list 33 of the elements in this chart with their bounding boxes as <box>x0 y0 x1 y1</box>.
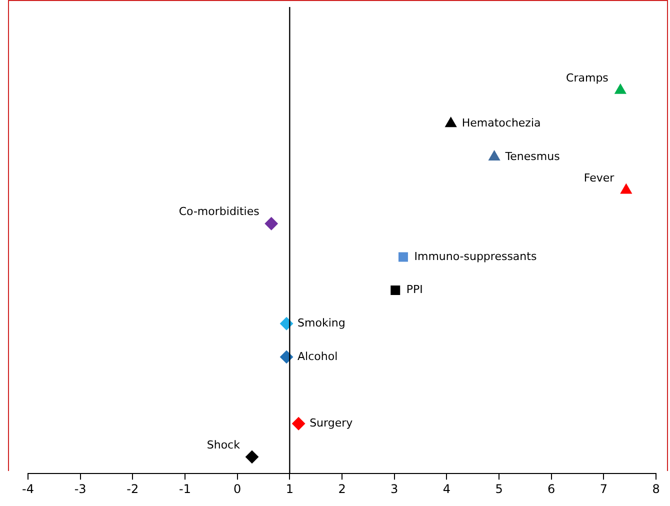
x-tick-label: 7 <box>600 482 608 496</box>
series-label: Co-morbidities <box>178 204 260 218</box>
x-tick-label: 4 <box>442 482 450 496</box>
x-tick-label: 8 <box>652 482 660 496</box>
point <box>264 217 278 230</box>
point <box>620 184 632 194</box>
point <box>398 252 408 262</box>
x-tick-label: 5 <box>495 482 503 496</box>
series-label: Surgery <box>310 416 354 430</box>
point <box>390 286 400 296</box>
x-tick-label: -1 <box>179 482 191 496</box>
series-label: Fever <box>584 172 615 185</box>
series-label: Smoking <box>298 316 346 330</box>
point <box>292 417 306 430</box>
x-tick-label: 0 <box>234 482 242 496</box>
point <box>245 450 258 464</box>
point <box>445 117 457 128</box>
x-tick-label: -2 <box>126 482 139 496</box>
point <box>614 84 626 94</box>
x-tick-label: 1 <box>286 482 294 496</box>
point <box>488 150 500 160</box>
series-label: Tenesmus <box>504 150 560 163</box>
x-tick-label: 3 <box>390 482 398 496</box>
x-tick-label: -4 <box>22 482 34 496</box>
series-label: Cramps <box>566 72 609 85</box>
x-tick-label: 6 <box>548 482 556 496</box>
series-label: PPI <box>406 283 423 296</box>
x-tick-label: -3 <box>74 482 86 496</box>
series-label: Hematochezia <box>462 116 541 130</box>
x-tick-label: 2 <box>338 482 346 496</box>
series-label: Alcohol <box>298 350 338 363</box>
series-label: Immuno-suppressants <box>414 250 537 263</box>
series-label: Shock <box>206 438 241 452</box>
